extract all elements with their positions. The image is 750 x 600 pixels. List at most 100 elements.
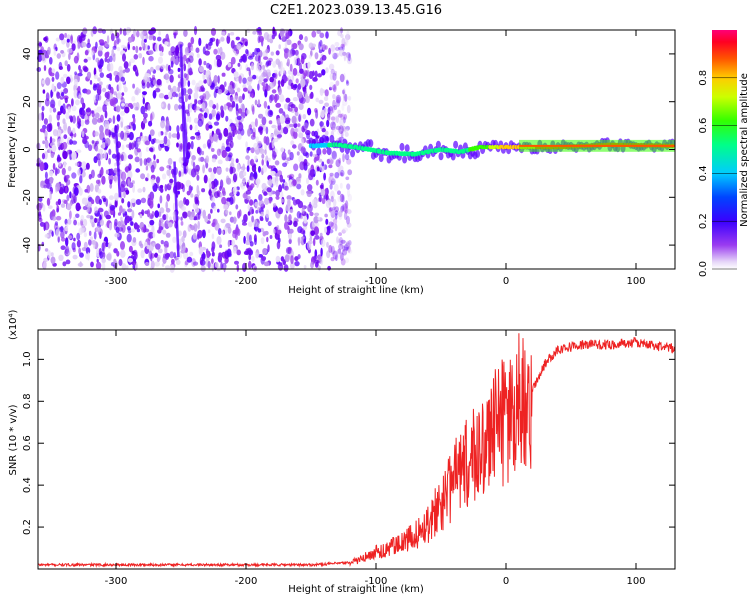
heatmap-cell xyxy=(345,34,349,43)
heatmap-cell xyxy=(123,84,127,89)
heatmap-cell xyxy=(282,179,286,183)
y-tick-label: 40 xyxy=(22,48,33,61)
heatmap-cell xyxy=(275,102,282,108)
heatmap-cell xyxy=(89,236,94,241)
heatmap-cell xyxy=(55,215,62,221)
heatmap-cell xyxy=(134,106,139,111)
heatmap-cell xyxy=(124,45,128,50)
heatmap-cell xyxy=(247,85,253,92)
heatmap-cell xyxy=(140,31,145,40)
heatmap-cell xyxy=(140,135,145,141)
heatmap-cell xyxy=(50,256,56,265)
heatmap-cell xyxy=(204,50,210,56)
heatmap-cell xyxy=(84,114,88,121)
heatmap-cell xyxy=(171,258,175,265)
heatmap-cell xyxy=(208,189,212,196)
heatmap-cell xyxy=(347,248,353,254)
x-tick-label: 100 xyxy=(626,576,645,587)
heatmap-cell xyxy=(253,219,258,228)
heatmap-cell xyxy=(331,48,335,57)
heatmap-cell xyxy=(185,97,188,103)
heatmap-cell xyxy=(223,127,229,137)
heatmap-cell xyxy=(319,232,323,238)
heatmap-cell xyxy=(206,44,212,50)
heatmap-cell xyxy=(143,158,148,166)
heatmap-cell xyxy=(217,39,221,44)
x-tick-label: -300 xyxy=(105,576,128,587)
heatmap-cell xyxy=(234,122,240,128)
heatmap-cell xyxy=(195,47,200,53)
heatmap-cell xyxy=(97,49,103,57)
heatmap-cell xyxy=(85,162,90,170)
heatmap-cell xyxy=(126,226,131,231)
heatmap-cell xyxy=(161,263,165,267)
heatmap-cell xyxy=(56,156,62,162)
heatmap-cell xyxy=(120,249,126,258)
heatmap-cell xyxy=(261,82,266,86)
heatmap-cell xyxy=(217,228,222,235)
heatmap-cell xyxy=(329,172,334,177)
heatmap-cell xyxy=(277,60,282,70)
heatmap-cell xyxy=(254,155,258,161)
heatmap-cell xyxy=(65,259,71,265)
heatmap-cell xyxy=(56,82,62,90)
heatmap-cell xyxy=(267,105,270,110)
heatmap-cell xyxy=(343,211,348,221)
heatmap-cell xyxy=(42,204,46,212)
heatmap-cell xyxy=(43,65,47,72)
heatmap-cell xyxy=(312,70,315,77)
heatmap-cell xyxy=(292,67,298,76)
heatmap-cell xyxy=(243,235,246,244)
heatmap-cell xyxy=(134,224,140,230)
heatmap-cell xyxy=(72,127,76,135)
heatmap-cell xyxy=(227,226,232,234)
heatmap-cell xyxy=(203,112,208,119)
heatmap-cell xyxy=(200,85,205,92)
heatmap-cell xyxy=(76,149,82,154)
heatmap-cell xyxy=(345,52,351,59)
heatmap-cell xyxy=(165,265,171,269)
heatmap-cell xyxy=(112,45,117,50)
heatmap-cell xyxy=(303,265,307,269)
heatmap-cell xyxy=(49,176,54,184)
heatmap-cell xyxy=(231,100,236,108)
heatmap-cell xyxy=(314,235,320,240)
heatmap-cell xyxy=(178,170,182,178)
heatmap-cell xyxy=(118,81,122,92)
x-tick-label: -300 xyxy=(105,276,128,287)
heatmap-cell xyxy=(340,239,346,244)
heatmap-cell xyxy=(193,105,197,113)
heatmap-cell xyxy=(95,41,98,49)
heatmap-cell xyxy=(345,176,350,181)
heatmap-cell xyxy=(268,196,272,204)
heatmap-cell xyxy=(303,238,307,245)
heatmap-cell xyxy=(193,117,199,124)
heatmap-cell xyxy=(155,139,160,144)
heatmap-cell xyxy=(102,242,106,248)
heatmap-cell xyxy=(333,198,337,207)
heatmap-cell xyxy=(122,69,126,74)
heatmap-cell xyxy=(300,189,305,196)
heatmap-cell xyxy=(84,50,89,56)
heatmap-cell xyxy=(72,115,76,124)
heatmap-cell xyxy=(302,230,306,236)
heatmap-cell xyxy=(205,155,210,164)
heatmap-cell xyxy=(346,79,349,84)
heatmap-cell xyxy=(93,74,98,80)
heatmap-cell xyxy=(330,257,335,262)
heatmap-cell xyxy=(337,248,342,255)
heatmap-cell xyxy=(97,159,101,167)
heatmap-cell xyxy=(102,252,106,259)
heatmap-cell xyxy=(339,117,345,127)
heatmap-cell xyxy=(80,224,85,234)
heatmap-cell xyxy=(283,126,289,135)
heatmap-cell xyxy=(149,219,155,226)
heatmap-cell xyxy=(288,229,293,234)
heatmap-cell xyxy=(150,27,156,34)
heatmap-cell xyxy=(62,150,68,160)
heatmap-cell xyxy=(116,114,121,122)
heatmap-cell xyxy=(144,241,148,248)
heatmap-cell xyxy=(114,74,120,83)
heatmap-cell xyxy=(334,52,340,58)
